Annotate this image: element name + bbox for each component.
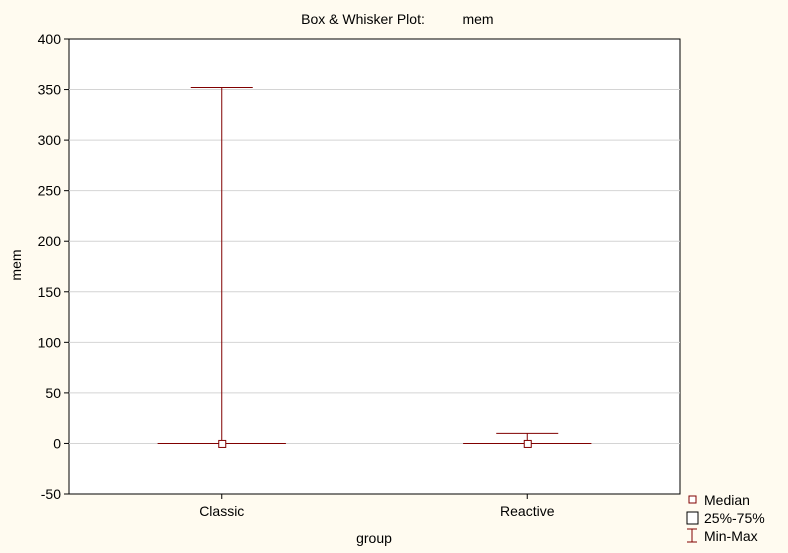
chart-title-variable: mem [462, 11, 493, 27]
x-tick-label: Classic [199, 503, 244, 519]
legend: Median 25%-75% Min-Max [686, 492, 765, 544]
legend-whisker-label: Min-Max [704, 528, 758, 544]
x-tick-label: Reactive [500, 503, 555, 519]
y-tick-label: 100 [38, 334, 62, 350]
legend-median-label: Median [704, 492, 750, 508]
y-axis-label: mem [8, 249, 24, 280]
median-marker [523, 439, 532, 448]
x-axis-ticks: Classic Reactive [199, 494, 555, 519]
y-tick-label: 400 [38, 31, 62, 47]
plot-area [68, 38, 681, 495]
legend-box-icon [686, 511, 699, 525]
y-tick-label: 50 [45, 385, 61, 401]
box-classic [157, 87, 286, 448]
x-axis-label: group [356, 530, 392, 546]
y-tick-label: 0 [53, 435, 61, 451]
y-tick-label: -50 [41, 486, 61, 502]
chart-title: Box & Whisker Plot: [301, 11, 425, 27]
y-axis-ticks: 400 350 300 250 200 150 100 50 0 -50 [38, 31, 69, 502]
box-series [157, 87, 592, 448]
legend-median-icon [688, 495, 697, 504]
y-tick-label: 300 [38, 132, 62, 148]
grid-lines [69, 89, 680, 444]
legend-box-label: 25%-75% [704, 510, 765, 526]
box-reactive [463, 432, 592, 448]
y-tick-label: 200 [38, 233, 62, 249]
y-tick-label: 250 [38, 183, 62, 199]
legend-whisker-icon [687, 528, 697, 543]
median-marker [218, 439, 227, 448]
y-tick-label: 150 [38, 284, 62, 300]
y-tick-label: 350 [38, 82, 62, 98]
